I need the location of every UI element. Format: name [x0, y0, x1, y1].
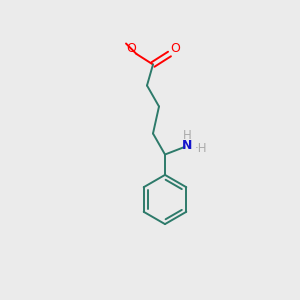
- Text: H: H: [182, 129, 191, 142]
- Text: O: O: [126, 42, 136, 55]
- Text: ·H: ·H: [195, 142, 207, 155]
- Text: N: N: [182, 139, 192, 152]
- Text: O: O: [171, 42, 180, 55]
